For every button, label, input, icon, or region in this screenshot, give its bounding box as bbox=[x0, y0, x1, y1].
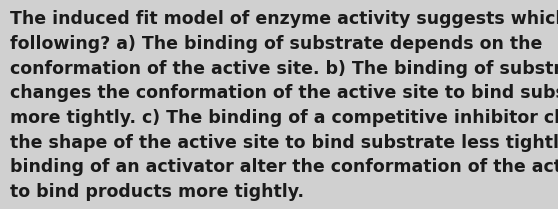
Text: more tightly. c) The binding of a competitive inhibitor changes: more tightly. c) The binding of a compet… bbox=[10, 109, 558, 127]
Text: binding of an activator alter the conformation of the active site: binding of an activator alter the confor… bbox=[10, 158, 558, 176]
Text: The induced fit model of enzyme activity suggests which of the: The induced fit model of enzyme activity… bbox=[10, 10, 558, 28]
Text: to bind products more tightly.: to bind products more tightly. bbox=[10, 183, 304, 201]
Text: changes the conformation of the active site to bind substrate: changes the conformation of the active s… bbox=[10, 84, 558, 102]
Text: following? a) The binding of substrate depends on the: following? a) The binding of substrate d… bbox=[10, 35, 542, 53]
Text: the shape of the active site to bind substrate less tightly. d) The: the shape of the active site to bind sub… bbox=[10, 134, 558, 152]
Text: conformation of the active site. b) The binding of substrate: conformation of the active site. b) The … bbox=[10, 60, 558, 78]
